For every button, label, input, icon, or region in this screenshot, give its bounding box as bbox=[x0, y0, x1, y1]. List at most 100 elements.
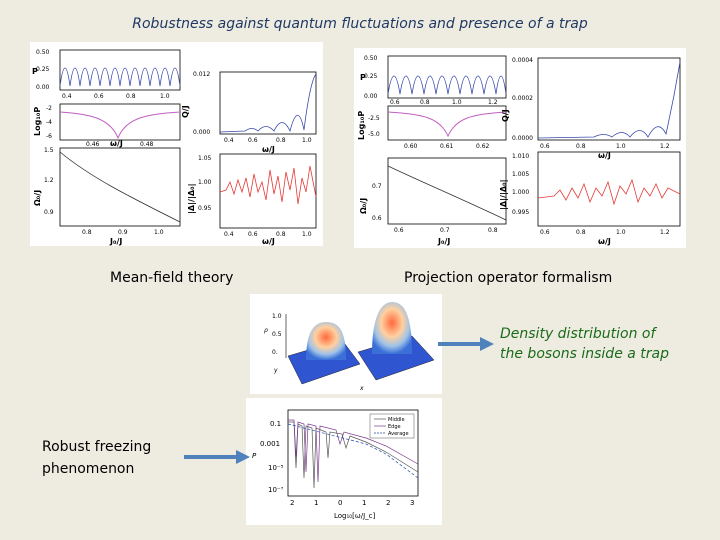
freezing-xtick-2: 0 bbox=[338, 499, 342, 507]
freezing-svg: Middle Edge Average P 0.1 0.001 10⁻⁵ 10⁻… bbox=[252, 409, 419, 520]
projection-caption: Projection operator formalism bbox=[404, 270, 613, 286]
rp-tick-xb-2: 0.8 bbox=[488, 227, 498, 234]
tick-logp-0: -2 bbox=[46, 105, 52, 112]
ylab-delta: |Δ|/|Δ₀| bbox=[187, 184, 196, 215]
tick-phi-1: 1.2 bbox=[44, 177, 54, 184]
rp-ylab-phi: Ω₀/J bbox=[359, 198, 368, 214]
tick-q-1: 0.000 bbox=[193, 129, 210, 136]
density-axis-y: y bbox=[273, 367, 278, 374]
tick-xb-0: 0.8 bbox=[82, 229, 92, 236]
tick-p-0: 0.50 bbox=[36, 49, 50, 56]
rp-tick-xm-2: 0.62 bbox=[476, 143, 490, 150]
freezing-curve-edge bbox=[288, 419, 419, 483]
rp-xlab-j: J₀/J bbox=[437, 237, 450, 246]
projection-svg: 0.50 0.25 0.00 -2.5 -5.0 0.0004 0.0002 0… bbox=[357, 55, 681, 246]
freezing-label-line2: phenomenon bbox=[42, 461, 135, 477]
panel-phi-frame bbox=[59, 147, 181, 227]
freezing-xtick-1: 1 bbox=[314, 499, 318, 507]
rp-tick-phi-0: 0.7 bbox=[372, 183, 382, 190]
xlab-omega-q: ω/J bbox=[262, 145, 275, 154]
mean-field-svg: 0.50 0.25 0.00 -2 -4 -6 0.012 0.000 1.5 … bbox=[32, 49, 317, 246]
tick-xq-1: 0.6 bbox=[248, 137, 258, 144]
density-dome-left bbox=[306, 322, 346, 360]
tick-xb-2: 1.0 bbox=[154, 229, 164, 236]
panel-logp-frame bbox=[59, 103, 181, 141]
rp-tick-phi-1: 0.6 bbox=[372, 215, 382, 222]
rp-tick-xq-2: 1.0 bbox=[616, 143, 626, 150]
rp-tick-xd-1: 0.8 bbox=[576, 229, 586, 236]
rp-ylab-delta: |Δ|/|Δ₀| bbox=[499, 180, 508, 211]
panel-p-frame bbox=[59, 49, 181, 91]
tick-xb-1: 0.9 bbox=[118, 229, 128, 236]
rp-logp-frame bbox=[387, 105, 507, 141]
xlab-omega-d: ω/J bbox=[262, 237, 275, 246]
density-arrow bbox=[438, 337, 494, 351]
tick-p-2: 0.00 bbox=[36, 84, 50, 91]
tick-xm-1: 0.48 bbox=[140, 141, 154, 148]
rp-tick-delta-1: 1.005 bbox=[512, 171, 529, 178]
tick-xd-2: 0.8 bbox=[276, 231, 286, 238]
density-axis-x: x bbox=[359, 385, 364, 392]
freezing-ytick-1: 0.001 bbox=[260, 440, 280, 448]
logp-curve bbox=[59, 111, 181, 140]
freezing-xlab: Log₁₀[ω/J_c] bbox=[334, 512, 375, 520]
rp-delta-curve bbox=[537, 178, 681, 206]
rp-tick-xb-0: 0.6 bbox=[394, 227, 404, 234]
ylab-phi: Ω₀/J bbox=[33, 190, 42, 206]
density-svg: 1.0 0.5 0. ρ x y bbox=[264, 302, 435, 392]
xlab-omega-mid: ω/J bbox=[110, 139, 123, 148]
freezing-label: Robust freezing phenomenon bbox=[42, 436, 151, 480]
freezing-curve-average bbox=[287, 423, 419, 479]
freezing-frame bbox=[287, 409, 419, 497]
tick-phi-0: 1.5 bbox=[44, 147, 54, 154]
tick-xd-0: 0.4 bbox=[224, 231, 234, 238]
rp-tick-q-1: 0.0002 bbox=[512, 95, 533, 102]
legend-average: Average bbox=[388, 431, 409, 437]
rp-tick-logp-1: -5.0 bbox=[368, 131, 380, 138]
rp-xlab-omega-q: ω/J bbox=[598, 151, 611, 160]
freezing-xtick-5: 3 bbox=[410, 499, 414, 507]
panel-delta-frame bbox=[219, 153, 317, 229]
rp-ylab-p: P bbox=[360, 73, 366, 82]
tick-p-1: 0.25 bbox=[36, 66, 50, 73]
freezing-figure: Middle Edge Average P 0.1 0.001 10⁻⁵ 10⁻… bbox=[246, 398, 442, 525]
rp-tick-xq-1: 0.8 bbox=[576, 143, 586, 150]
legend-edge: Edge bbox=[388, 424, 401, 430]
tick-delta-0: 1.05 bbox=[198, 155, 212, 162]
tick-phi-2: 0.9 bbox=[44, 209, 54, 216]
phi-curve bbox=[59, 151, 181, 223]
rp-q-curve bbox=[537, 61, 681, 139]
freezing-xtick-4: 2 bbox=[386, 499, 390, 507]
rp-tick-xs-1: 0.8 bbox=[420, 99, 430, 106]
rp-tick-q-2: 0.0000 bbox=[512, 135, 533, 142]
rp-xlab-omega-d: ω/J bbox=[598, 237, 611, 246]
density-tick-2: 0. bbox=[272, 349, 278, 356]
ylab-p: P bbox=[32, 67, 38, 76]
panel-q-frame bbox=[219, 71, 317, 135]
rp-tick-xs-0: 0.6 bbox=[390, 99, 400, 106]
density-dome-right bbox=[372, 302, 412, 354]
rp-tick-xs-2: 1.0 bbox=[452, 99, 462, 106]
freezing-ytick-2: 10⁻⁵ bbox=[268, 464, 284, 472]
ylab-q: Q/J bbox=[181, 105, 190, 118]
rp-tick-xb-1: 0.7 bbox=[440, 227, 450, 234]
rp-tick-xd-0: 0.6 bbox=[540, 229, 550, 236]
rp-tick-xs-3: 1.2 bbox=[488, 99, 498, 106]
tick-xs-3: 1.0 bbox=[160, 93, 170, 100]
density-distribution-figure: 1.0 0.5 0. ρ x y bbox=[250, 294, 442, 394]
density-tick-0: 1.0 bbox=[272, 313, 282, 320]
freezing-xtick-3: 1 bbox=[362, 499, 366, 507]
tick-xs-1: 0.6 bbox=[94, 93, 104, 100]
freezing-label-line1: Robust freezing bbox=[42, 439, 152, 455]
rp-p-frame bbox=[387, 55, 507, 99]
rp-tick-logp-0: -2.5 bbox=[368, 115, 380, 122]
freezing-arrow bbox=[184, 450, 250, 464]
tick-xd-3: 1.0 bbox=[302, 231, 312, 238]
tick-logp-1: -4 bbox=[46, 119, 52, 126]
tick-xs-2: 0.8 bbox=[126, 93, 136, 100]
rp-tick-q-0: 0.0004 bbox=[512, 57, 533, 64]
rp-phi-frame bbox=[387, 157, 507, 225]
freezing-ylab: P bbox=[252, 452, 257, 460]
rp-tick-xq-0: 0.6 bbox=[540, 143, 550, 150]
tick-xs-0: 0.4 bbox=[62, 93, 72, 100]
